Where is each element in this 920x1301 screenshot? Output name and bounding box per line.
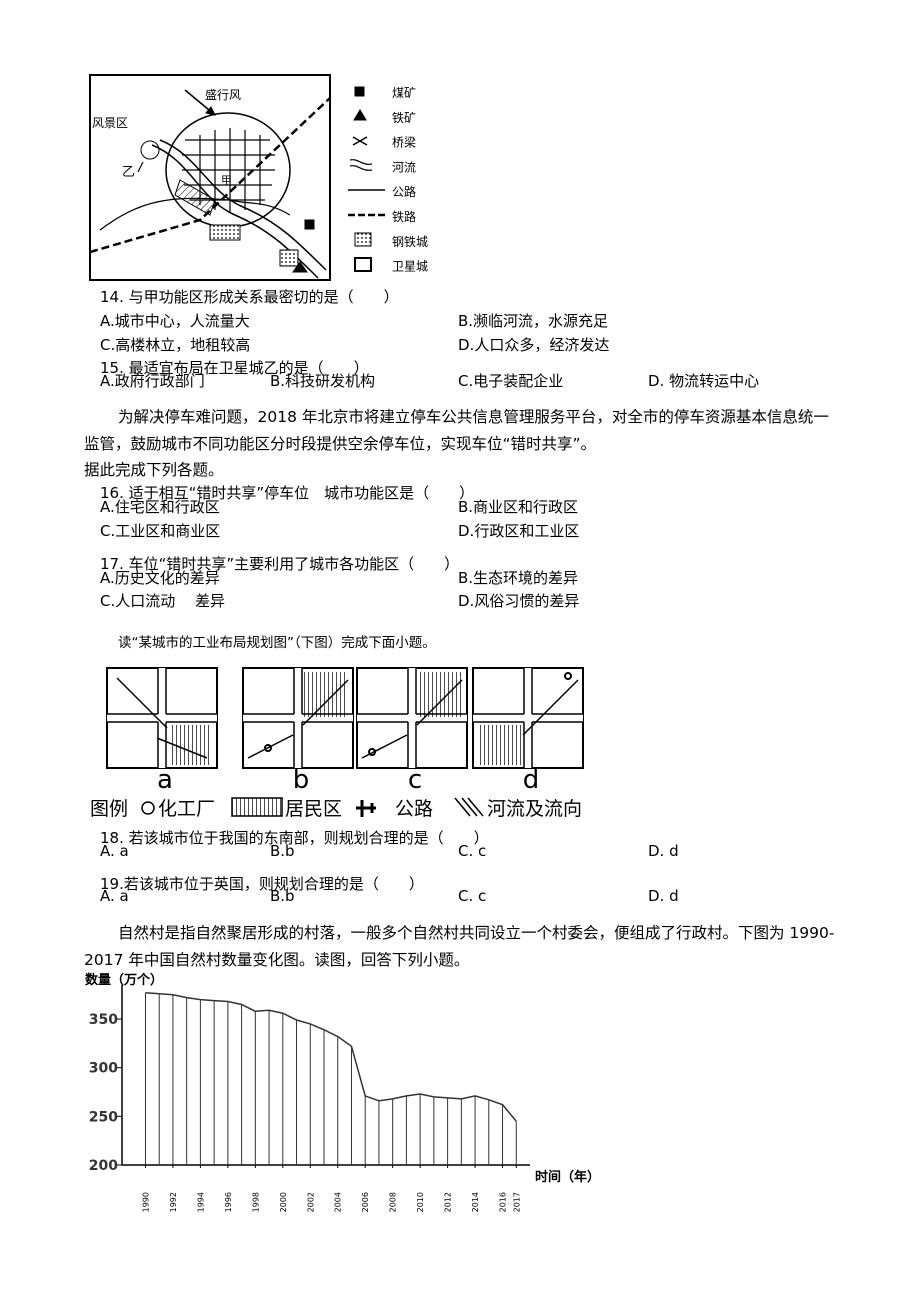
legend-symbols — [141, 797, 484, 817]
x-axis-label: 时间（年） — [535, 1169, 600, 1185]
city-map — [89, 74, 385, 281]
y-tick-label: 200 — [89, 1158, 118, 1174]
option: C.人口流动 差异 — [100, 592, 226, 610]
question-stem: 14. 与甲功能区形成关系最密切的是（ ） — [100, 288, 399, 306]
x-tick-label: 2017 — [512, 1192, 521, 1212]
x-tick-label: 1994 — [196, 1192, 205, 1212]
panel-label: d — [523, 765, 540, 795]
paragraph: 自然村是指自然聚居形成的村落，一般多个自然村共同设立一个村委会，便组成了行政村。… — [84, 924, 835, 969]
layout-figure — [106, 667, 584, 769]
option: C. c — [458, 842, 487, 860]
x-tick-label: 1992 — [169, 1192, 178, 1212]
option: A.城市中心，人流量大 — [100, 312, 250, 330]
legend-label: 钢铁城 — [392, 235, 428, 249]
x-tick-label: 2006 — [361, 1192, 370, 1212]
paragraph: 读“某城市的工业布局规划图”（下图）完成下面小题。 — [118, 635, 436, 651]
legend-label: 公路 — [392, 184, 416, 199]
x-tick-label: 2000 — [279, 1192, 288, 1212]
option: C.高楼林立，地租较高 — [100, 336, 251, 354]
option: C. c — [458, 887, 487, 905]
legend-label: 河流及流向 — [487, 798, 582, 820]
option: A.政府行政部门 — [100, 372, 205, 390]
option: C.电子装配企业 — [458, 372, 564, 390]
question-stem: 15. 最适宜布局在卫星城乙的是（ ） — [100, 359, 369, 377]
question-stem: 19.若该城市位于英国，则规划合理的是（ ） — [100, 875, 424, 893]
legend-label: 煤矿 — [392, 86, 416, 100]
map-label: 甲 — [221, 174, 232, 187]
trend-line — [145, 992, 517, 1122]
x-tick-label: 2008 — [389, 1192, 398, 1212]
option: B.生态环境的差异 — [458, 569, 579, 587]
layout-panel — [106, 667, 218, 769]
option: D. d — [648, 887, 679, 905]
option: A.住宅区和行政区 — [100, 498, 220, 516]
paragraph: 据此完成下列各题。 — [84, 461, 224, 479]
panel-label: b — [293, 765, 310, 795]
legend-label: 化工厂 — [158, 798, 215, 820]
y-tick-label: 250 — [89, 1109, 118, 1125]
question-stem: 17. 车位“错时共享”主要利用了城市各功能区（ ） — [100, 555, 460, 573]
legend-label: 卫星城 — [392, 260, 428, 274]
legend-label: 居民区 — [285, 798, 342, 820]
x-tick-label: 2004 — [334, 1192, 343, 1212]
panel-label: c — [408, 765, 422, 795]
y-tick-label: 350 — [89, 1012, 118, 1028]
x-tick-label: 1998 — [251, 1192, 260, 1212]
x-tick-label: 2016 — [499, 1192, 508, 1212]
x-tick-label: 2012 — [444, 1192, 453, 1212]
panel-label: a — [157, 765, 173, 795]
paragraph: 为解决停车难问题，2018 年北京市将建立停车公共信息管理服务平台，对全市的停车… — [84, 408, 829, 453]
option: B.b — [270, 842, 295, 860]
option: D.行政区和工业区 — [458, 522, 580, 540]
legend-label: 公路 — [395, 798, 433, 820]
x-tick-label: 2010 — [416, 1192, 425, 1212]
legend-label: 桥梁 — [392, 135, 416, 150]
question-stem: 18. 若该城市位于我国的东南部，则规划合理的是（ ） — [100, 829, 489, 847]
option: B.濒临河流，水源充足 — [458, 312, 609, 330]
legend-label: 铁路 — [392, 209, 416, 224]
y-tick-label: 300 — [89, 1061, 118, 1077]
option: A. a — [100, 887, 129, 905]
option: B.商业区和行政区 — [458, 498, 579, 516]
x-tick-label: 1990 — [141, 1192, 150, 1212]
question-stem: 16. 适于相互“错时共享”停车位 城市功能区是（ ） — [100, 484, 475, 502]
map-label: 盛行风 — [205, 87, 241, 102]
option: A.历史文化的差异 — [100, 569, 220, 587]
x-tick-label: 1996 — [224, 1192, 233, 1212]
option: D. d — [648, 842, 679, 860]
option: B.b — [270, 887, 295, 905]
legend-title: 图例 — [90, 798, 128, 820]
map-label: 风景区 — [92, 116, 128, 130]
option: D.人口众多，经济发达 — [458, 336, 610, 354]
option: A. a — [100, 842, 129, 860]
option: C.工业区和商业区 — [100, 522, 221, 540]
map-label: 乙 — [122, 165, 135, 180]
legend-label: 铁矿 — [392, 111, 416, 125]
option: D.风俗习惯的差异 — [458, 592, 580, 610]
y-axis-label: 数量（万个） — [85, 972, 163, 988]
option: B.科技研发机构 — [270, 372, 376, 390]
legend-label: 河流 — [392, 160, 416, 174]
layout-panel — [242, 667, 354, 769]
x-tick-label: 2014 — [471, 1192, 480, 1212]
x-tick-label: 2002 — [306, 1192, 315, 1212]
layout-panel — [356, 667, 468, 769]
layout-panel — [472, 667, 584, 769]
option: D. 物流转运中心 — [648, 372, 760, 390]
